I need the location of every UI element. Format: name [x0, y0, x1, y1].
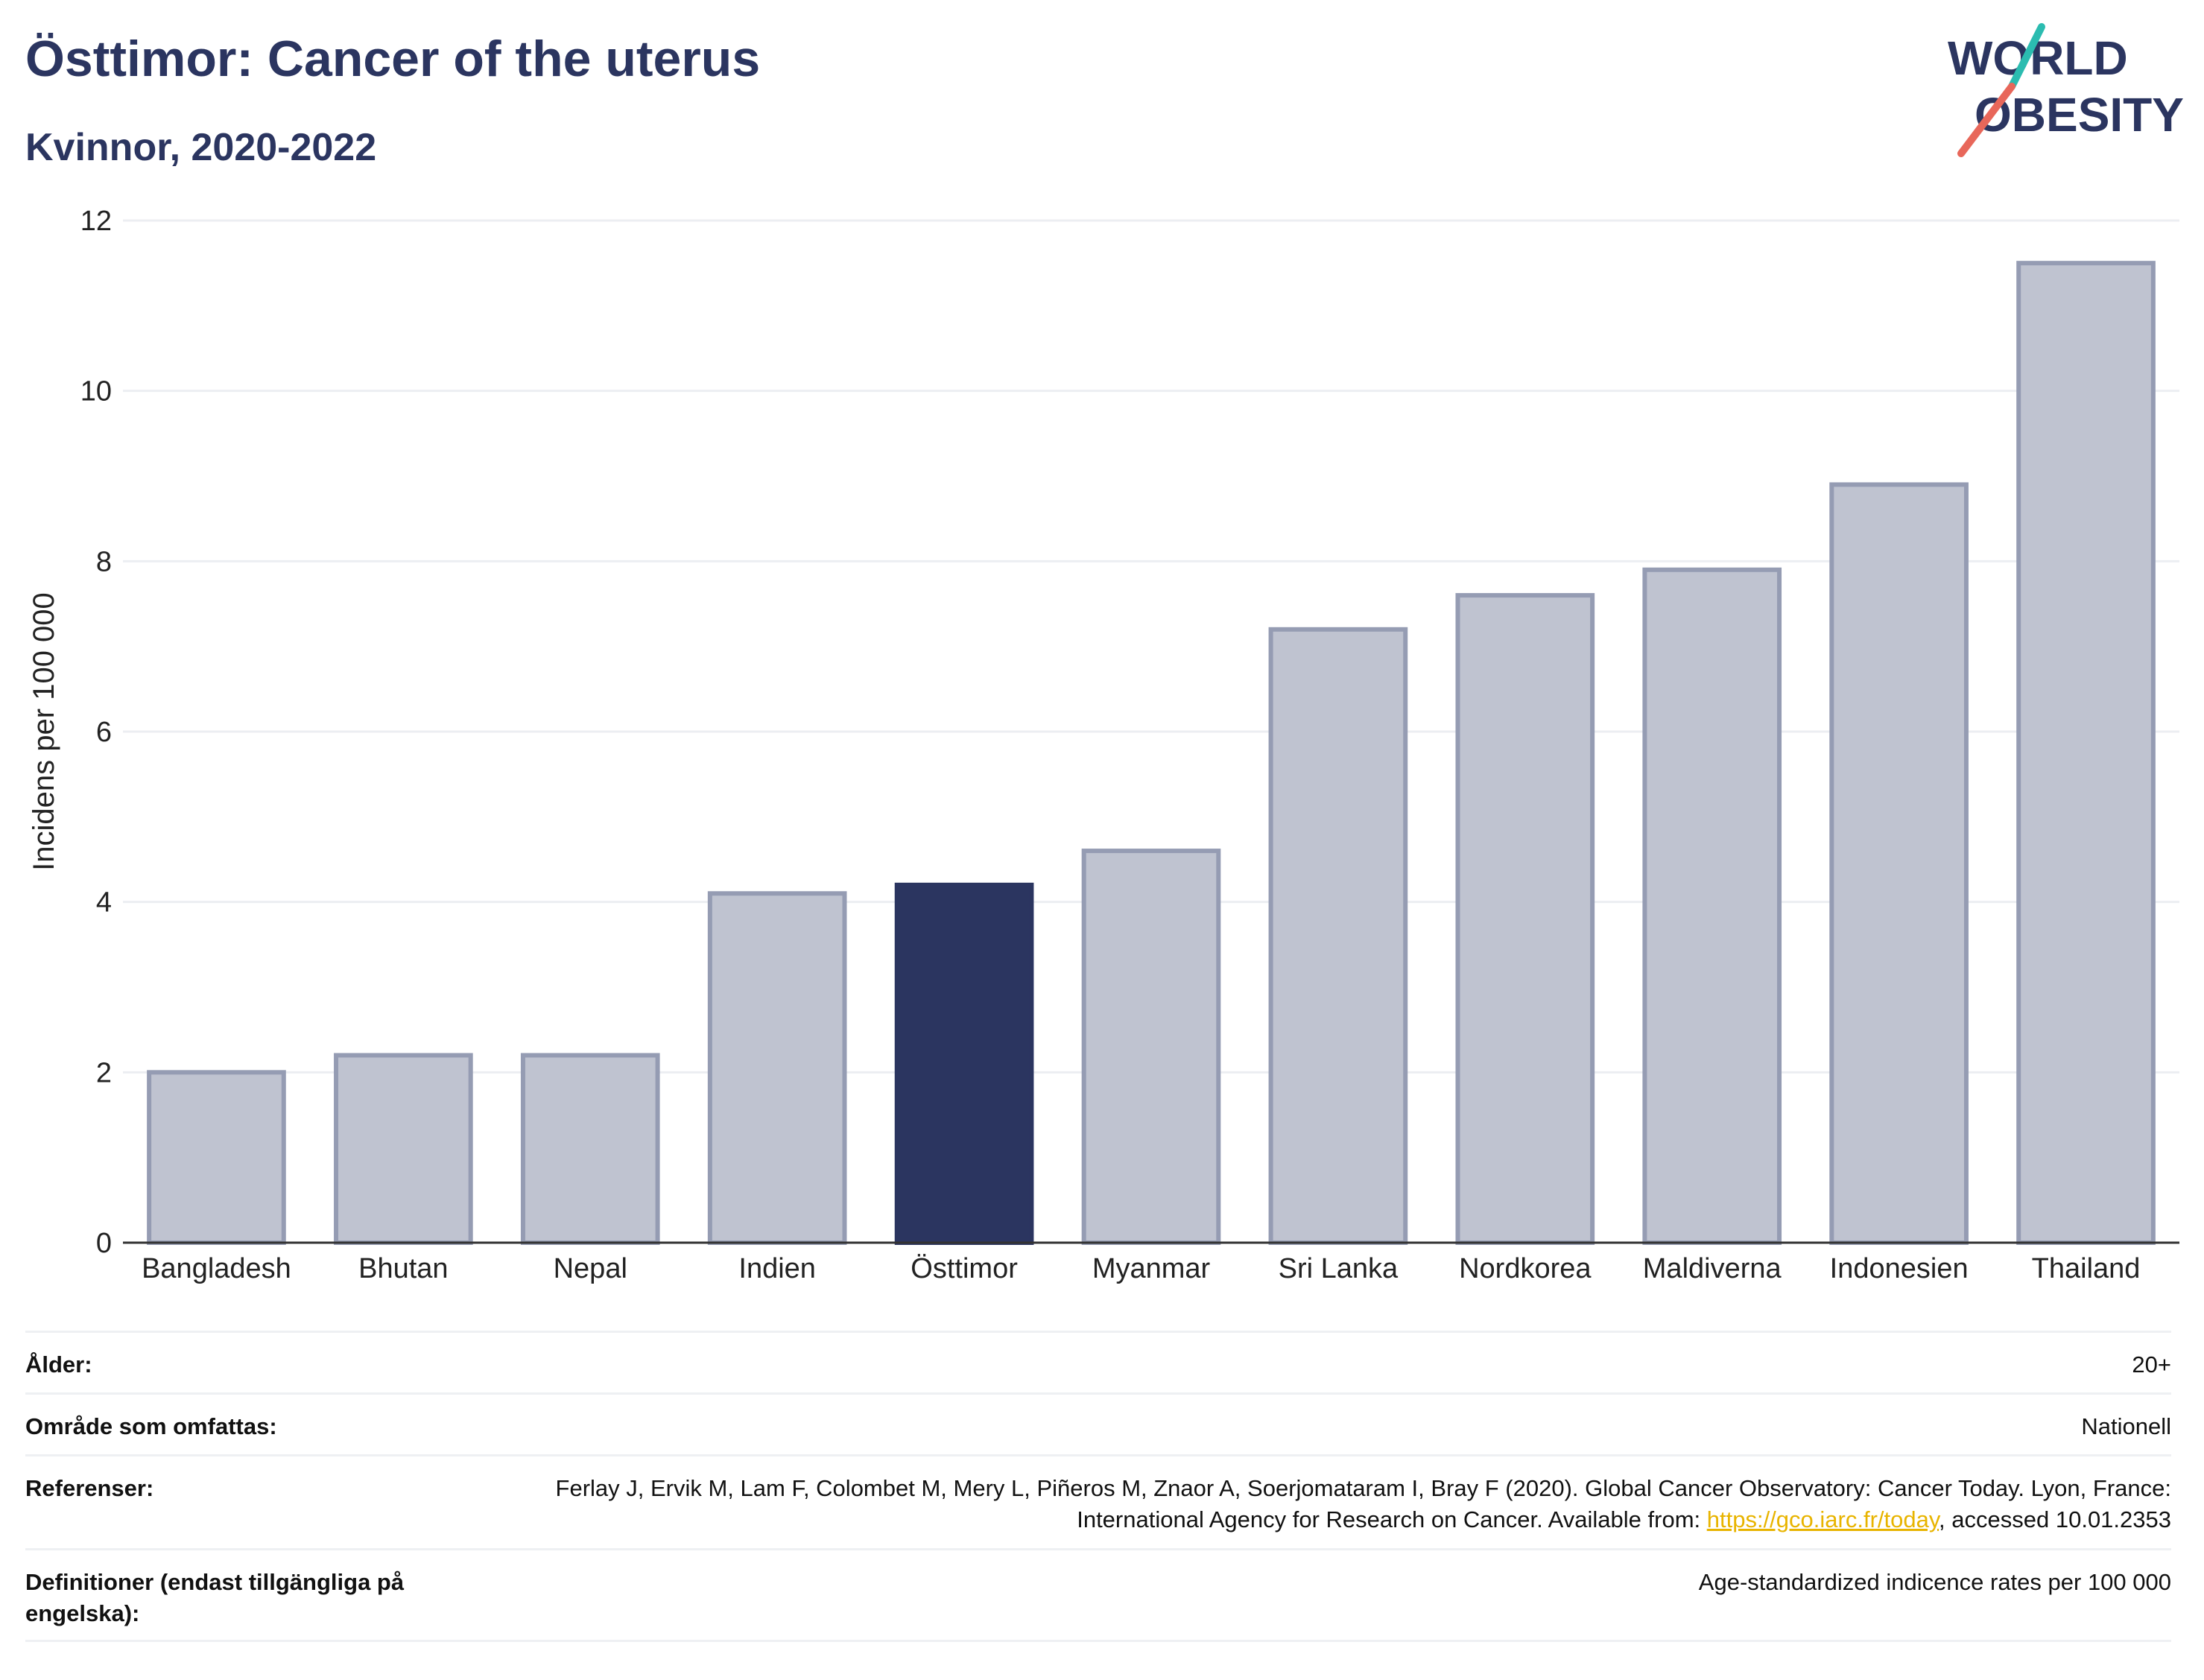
x-tick-label: Nordkorea — [1459, 1253, 1592, 1284]
bar-thailand — [2016, 261, 2156, 1246]
x-tick-label: Thailand — [2032, 1253, 2141, 1284]
meta-row-area: Område som omfattas: Nationell — [25, 1392, 2171, 1454]
meta-ref-text-after: , accessed 10.01.2353 — [1939, 1506, 2171, 1532]
meta-row-age: Ålder: 20+ — [25, 1331, 2171, 1392]
chart-subtitle: Kvinnor, 2020-2022 — [25, 126, 377, 169]
meta-def-label: Definitioner (endast tillgängliga på eng… — [25, 1569, 405, 1626]
y-tick-label: 10 — [80, 376, 112, 408]
bar-nepal — [520, 1053, 660, 1246]
meta-row-references: Referenser: Ferlay J, Ervik M, Lam F, Co… — [25, 1454, 2171, 1548]
x-tick-label: Indonesien — [1830, 1253, 1969, 1284]
meta-area-value: Nationell — [2081, 1413, 2171, 1439]
metadata-table: Ålder: 20+ Område som omfattas: Nationel… — [25, 1331, 2171, 1642]
bar-bangladesh — [147, 1070, 286, 1246]
y-axis-ticks: 0 2 4 6 8 10 12 — [80, 206, 112, 1259]
bar-bhutan — [334, 1053, 473, 1246]
x-axis-ticks: Bangladesh Bhutan Nepal Indien Östtimor Myanm… — [142, 1253, 2140, 1284]
x-tick-label: Indien — [738, 1253, 816, 1284]
y-tick-label: 8 — [96, 546, 112, 577]
y-tick-label: 12 — [80, 206, 112, 237]
bar-nordkorea — [1455, 593, 1595, 1245]
logo-line2: OBESITY — [1975, 88, 2184, 142]
x-tick-label: Myanmar — [1092, 1253, 1211, 1284]
x-tick-label: Bangladesh — [142, 1253, 291, 1284]
meta-ref-value: Ferlay J, Ervik M, Lam F, Colombet M, Me… — [532, 1473, 2171, 1535]
bar-maldiverna — [1642, 567, 1782, 1245]
y-tick-label: 0 — [96, 1228, 112, 1259]
meta-row-definitions: Definitioner (endast tillgängliga på eng… — [25, 1548, 2171, 1642]
meta-age-label: Ålder: — [25, 1351, 92, 1378]
x-tick-label: Östtimor — [911, 1253, 1018, 1284]
chart-title: Östtimor: Cancer of the uterus — [25, 31, 761, 87]
y-tick-label: 6 — [96, 717, 112, 748]
y-tick-label: 2 — [96, 1057, 112, 1088]
bars — [147, 261, 2156, 1246]
meta-age-value: 20+ — [2132, 1351, 2171, 1378]
world-obesity-logo: WORLD OBESITY — [1948, 23, 2184, 157]
bar-östtimor — [894, 882, 1034, 1246]
meta-area-label: Område som omfattas: — [25, 1413, 277, 1439]
x-tick-label: Bhutan — [358, 1253, 448, 1284]
y-axis-label: Incidens per 100 000 — [28, 592, 60, 871]
x-tick-label: Sri Lanka — [1279, 1253, 1399, 1284]
bar-indien — [707, 891, 847, 1245]
x-tick-label: Maldiverna — [1643, 1253, 1782, 1284]
meta-ref-link[interactable]: https://gco.iarc.fr/today — [1706, 1506, 1939, 1532]
meta-ref-text-before: Ferlay J, Ervik M, Lam F, Colombet M, Me… — [555, 1475, 2171, 1532]
meta-def-value: Age-standardized indicence rates per 100… — [1698, 1569, 2171, 1595]
x-tick-label: Nepal — [554, 1253, 627, 1284]
logo-slash-coral — [1957, 83, 2015, 157]
bar-indonesien — [1829, 482, 1969, 1245]
bar-chart: 0 2 4 6 8 10 12 Bangladesh Bhutan Nepal Indien Öst… — [28, 206, 2179, 1284]
meta-ref-label: Referenser: — [25, 1475, 154, 1501]
bar-myanmar — [1081, 849, 1221, 1245]
logo-slash-teal — [2008, 23, 2045, 90]
bar-sri-lanka — [1268, 627, 1408, 1245]
y-tick-label: 4 — [96, 887, 112, 919]
